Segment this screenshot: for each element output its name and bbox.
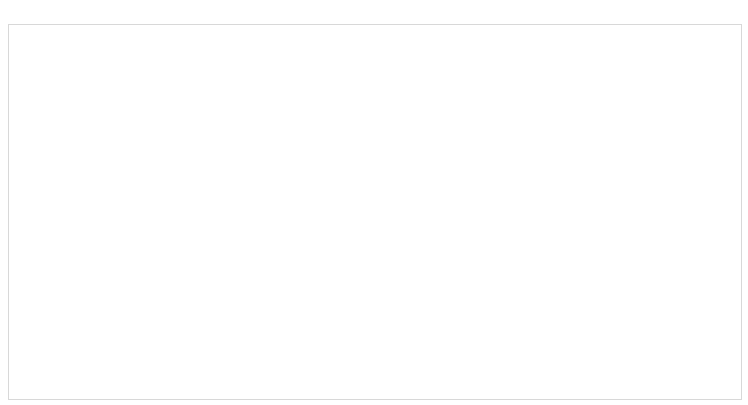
wordcloud-canvas — [9, 25, 741, 399]
wordcloud-panel — [8, 24, 742, 400]
